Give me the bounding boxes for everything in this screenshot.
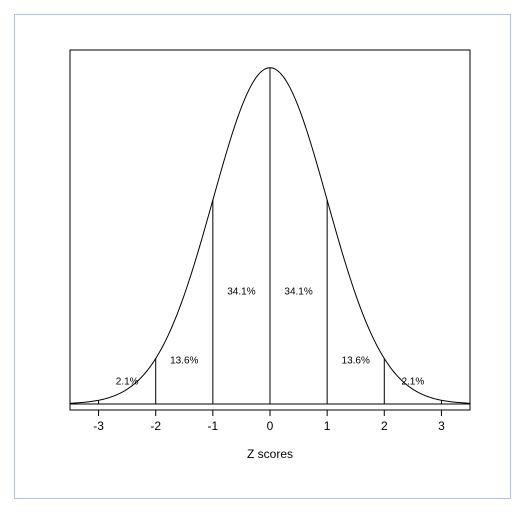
region-label: 13.6% (342, 355, 370, 366)
region-label: 2.1% (116, 377, 139, 388)
x-axis-label: Z scores (247, 447, 293, 461)
xtick-label: 0 (267, 419, 274, 433)
xtick-label: 3 (438, 419, 445, 433)
chart-panel: -3 -2 -1 0 1 2 3 Z scores 2.1% 13.6% 34.1% 34.1% 13.… (14, 14, 511, 499)
region-label: 34.1% (284, 286, 312, 297)
region-label: 34.1% (227, 286, 255, 297)
xtick-label: 2 (381, 419, 388, 433)
chart-outer: -3 -2 -1 0 1 2 3 Z scores 2.1% 13.6% 34.1% 34.1% 13.… (0, 0, 525, 513)
xtick-label: -3 (93, 419, 104, 433)
region-label: 2.1% (401, 377, 424, 388)
region-label: 13.6% (170, 355, 198, 366)
xtick-label: -2 (150, 419, 161, 433)
xtick-label: -1 (208, 419, 219, 433)
xtick-label: 1 (324, 419, 331, 433)
normal-distribution-chart: -3 -2 -1 0 1 2 3 Z scores 2.1% 13.6% 34.1% 34.1% 13.… (15, 15, 510, 498)
